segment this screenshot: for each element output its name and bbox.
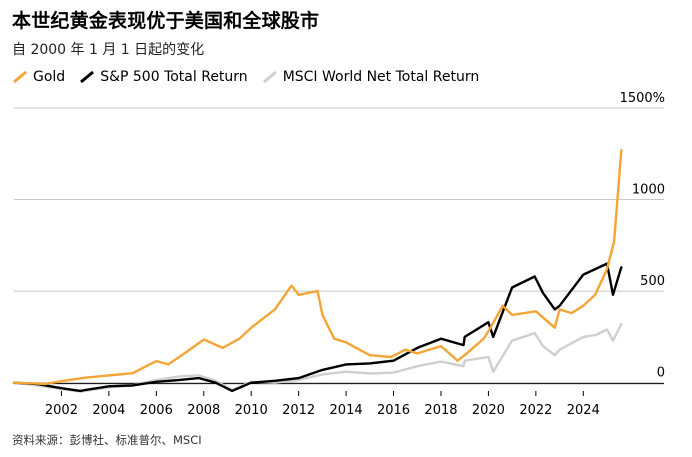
y-tick-label-500: 500	[640, 274, 665, 289]
series-line-s-p-500-total-return	[12, 262, 623, 393]
y-tick-label-1000: 1000	[632, 183, 665, 198]
chart-title: 本世纪黄金表现优于美国和全球股市	[12, 10, 320, 32]
x-tick-label-2024: 2024	[567, 403, 600, 418]
x-tick-label-2018: 2018	[424, 403, 457, 418]
x-tick-label-2010: 2010	[235, 403, 268, 418]
x-tick-label-2004: 2004	[92, 403, 125, 418]
series-line-msci-world-net-total-return	[12, 322, 623, 393]
x-tick-label-2008: 2008	[187, 403, 220, 418]
x-tick-label-2002: 2002	[45, 403, 78, 418]
chart-subtitle: 自 2000 年 1 月 1 日起的变化	[12, 42, 205, 58]
y-tick-label-0: 0	[657, 366, 665, 381]
legend-label-gold: Gold	[33, 69, 66, 85]
source-note: 资料来源：彭博社、标准普尔、MSCI	[12, 433, 202, 447]
legend-swatch-sp500	[80, 70, 95, 84]
legend-label-sp500: S&P 500 Total Return	[100, 69, 248, 85]
legend-swatch-msci	[262, 70, 277, 84]
y-tick-label-1500: 1500%	[620, 91, 665, 106]
legend-item-gold: Gold	[12, 69, 65, 85]
x-tick-label-2006: 2006	[140, 403, 173, 418]
legend-label-msci: MSCI World Net Total Return	[282, 69, 480, 85]
legend-item-sp500: S&P 500 Total Return	[79, 69, 248, 85]
legend: Gold S&P 500 Total Return MSCI World Net…	[12, 69, 493, 85]
x-tick-label-2014: 2014	[330, 403, 363, 418]
x-tick-label-2016: 2016	[377, 403, 410, 418]
x-tick-label-2012: 2012	[282, 403, 315, 418]
legend-swatch-gold	[13, 70, 27, 84]
x-tick-label-2020: 2020	[472, 403, 505, 418]
legend-item-msci: MSCI World Net Total Return	[262, 69, 480, 85]
x-tick-label-2022: 2022	[519, 403, 552, 418]
series-line-gold	[12, 148, 623, 386]
